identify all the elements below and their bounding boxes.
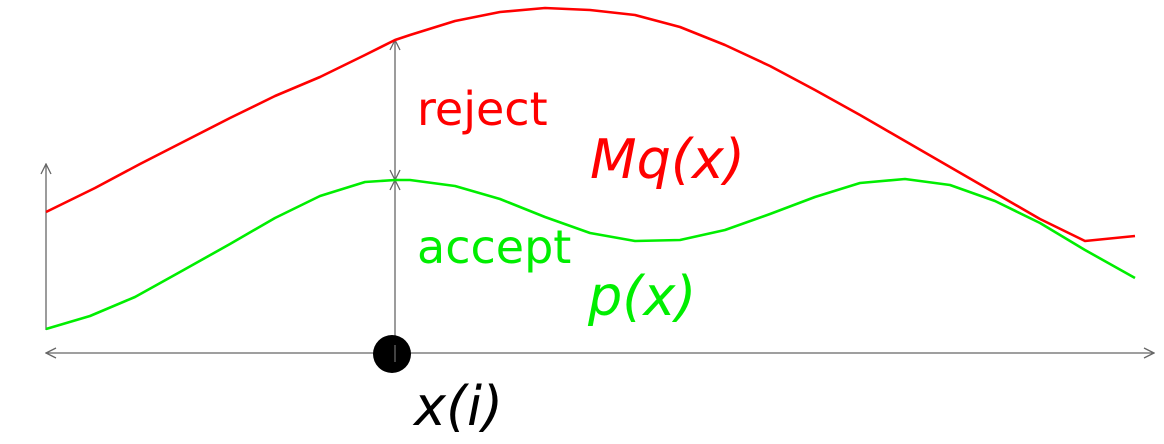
reject-label: reject xyxy=(417,82,548,136)
mq-curve xyxy=(45,6,1136,243)
sample-label: x(i) xyxy=(414,375,504,438)
sample-point xyxy=(373,335,411,373)
p-curve xyxy=(45,177,1136,331)
mq-curve-label: Mq(x) xyxy=(590,128,745,191)
accept-label: accept xyxy=(417,220,572,274)
p-curve-label: p(x) xyxy=(588,265,697,328)
